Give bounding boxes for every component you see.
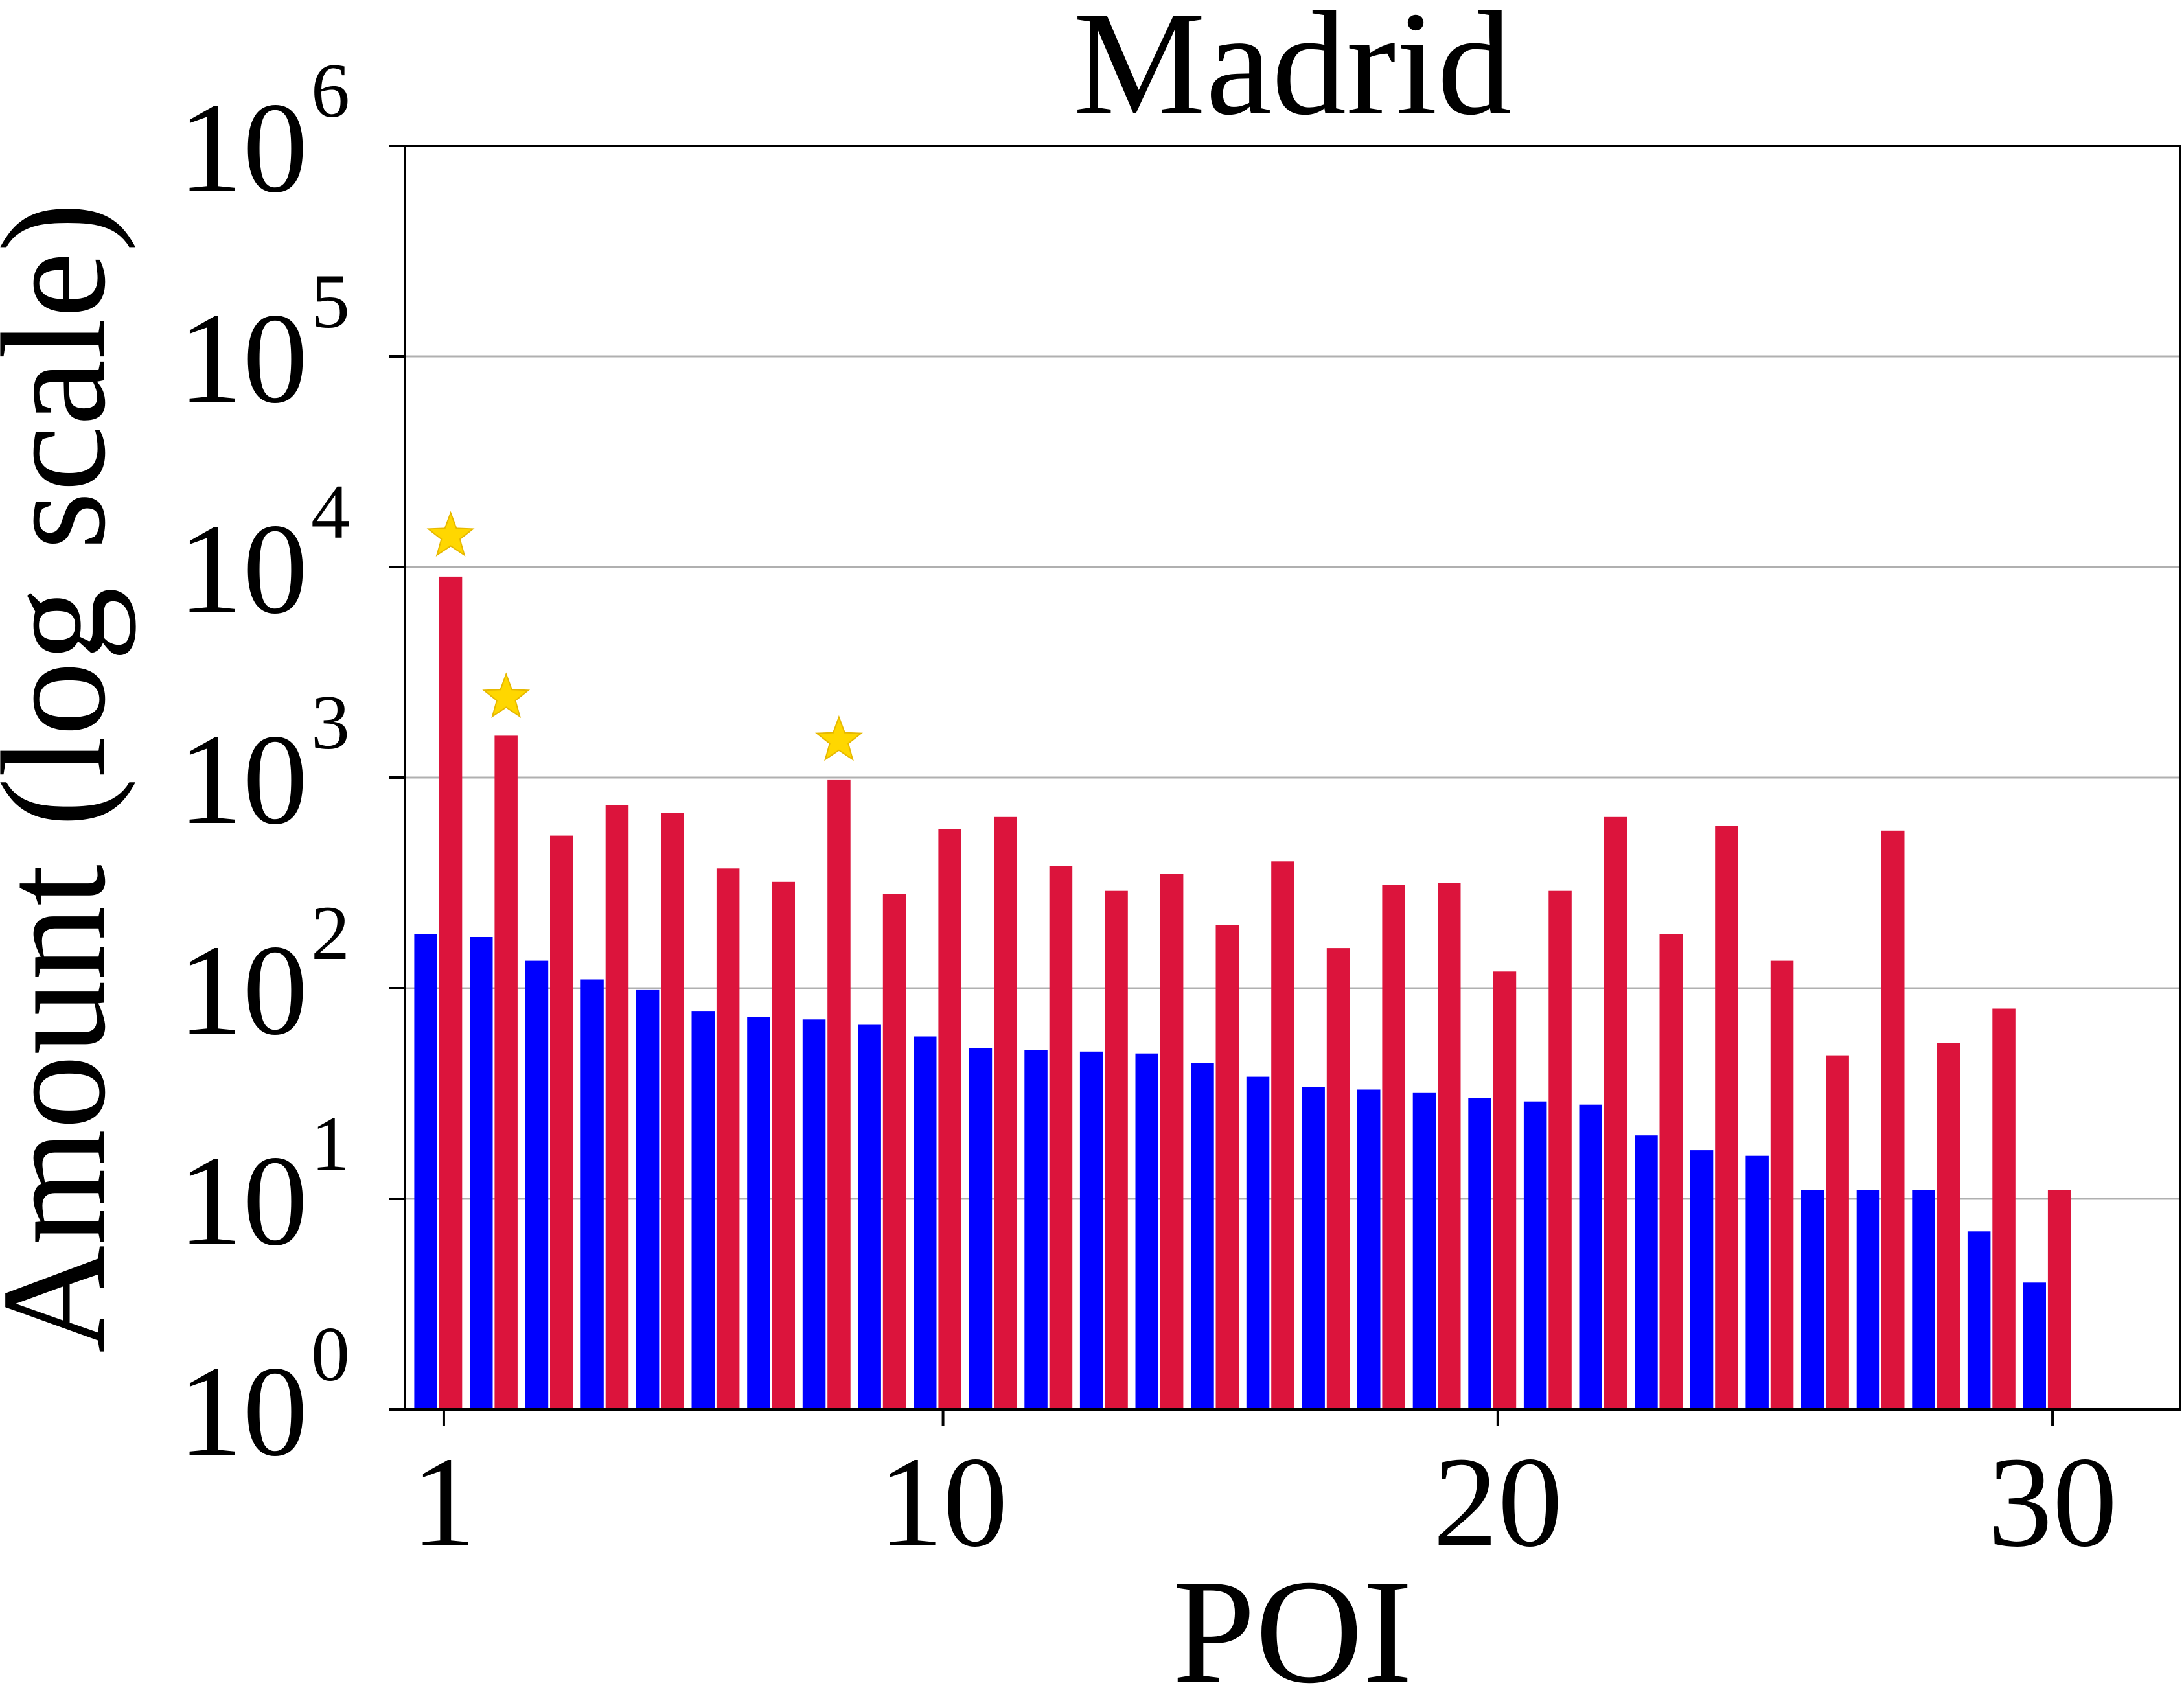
bar	[1659, 934, 1683, 1409]
y-tick-exponent: 5	[311, 258, 350, 344]
y-tick-label: 10	[178, 1340, 308, 1483]
bar	[858, 1024, 881, 1409]
bar	[1992, 1008, 2016, 1409]
bar	[1412, 1092, 1436, 1409]
y-tick-exponent: 3	[311, 679, 350, 765]
bar	[1937, 1043, 1960, 1409]
bar	[1438, 883, 1461, 1409]
y-tick-label: 10	[178, 76, 308, 220]
x-axis-ticks: 1 10 20 30	[411, 1409, 2117, 1574]
bar	[470, 937, 493, 1409]
y-tick-label: 10	[178, 287, 308, 430]
x-axis-label: POI	[1173, 1549, 1413, 1701]
bar	[2023, 1282, 2046, 1409]
bar	[827, 779, 851, 1409]
x-tick-label: 20	[1433, 1431, 1563, 1574]
bar	[1215, 925, 1239, 1409]
y-tick-exponent: 6	[311, 47, 350, 133]
bar	[969, 1048, 993, 1409]
bar	[1912, 1190, 1935, 1409]
bar	[1079, 1051, 1103, 1409]
bar	[1635, 1135, 1658, 1409]
star-marker	[482, 672, 531, 718]
bar	[1548, 890, 1572, 1409]
y-tick-label: 10	[178, 1129, 308, 1273]
bar	[661, 813, 684, 1409]
y-tick-exponent: 4	[311, 469, 350, 555]
bar	[494, 735, 518, 1409]
bar	[1191, 1063, 1214, 1409]
bar	[1523, 1101, 1547, 1409]
y-tick-exponent: 1	[311, 1100, 350, 1186]
bar	[1024, 1050, 1048, 1409]
bar	[1715, 826, 1738, 1409]
bar	[691, 1011, 715, 1409]
bar	[1160, 874, 1184, 1409]
bar	[414, 934, 437, 1409]
bar	[938, 829, 961, 1409]
bar	[1967, 1231, 1991, 1409]
x-tick-label: 10	[879, 1431, 1008, 1574]
bars	[414, 576, 2071, 1409]
bar	[1049, 866, 1073, 1409]
bar	[1105, 890, 1128, 1409]
bar	[747, 1017, 770, 1409]
y-tick-label: 10	[178, 498, 308, 641]
bar	[439, 576, 463, 1409]
x-tick-label: 1	[411, 1431, 476, 1574]
bar	[1493, 971, 1517, 1409]
bar	[605, 805, 629, 1409]
star-marker	[426, 511, 475, 557]
bar	[994, 816, 1017, 1409]
bar	[580, 979, 604, 1409]
bar	[1468, 1098, 1491, 1409]
bar	[1302, 1087, 1325, 1409]
x-tick-label: 30	[1988, 1431, 2117, 1574]
bar	[550, 835, 573, 1409]
bar	[1135, 1053, 1158, 1409]
bar	[1326, 948, 1350, 1409]
bar	[636, 989, 660, 1409]
chart-title: Madrid	[1073, 0, 1512, 146]
bar	[525, 960, 549, 1409]
y-tick-exponent: 0	[311, 1311, 350, 1397]
star-marker	[814, 715, 863, 761]
bar	[802, 1019, 826, 1409]
y-tick-exponent: 2	[311, 890, 350, 976]
bar	[1745, 1155, 1769, 1409]
bar	[2047, 1190, 2071, 1409]
bar	[1856, 1190, 1880, 1409]
star-markers	[426, 511, 863, 761]
bar	[1579, 1104, 1602, 1409]
bar	[882, 894, 906, 1409]
bar	[1604, 816, 1627, 1409]
bar	[1382, 885, 1405, 1409]
bar	[1271, 861, 1294, 1409]
bar	[716, 868, 740, 1409]
bar	[1801, 1190, 1824, 1409]
y-tick-label: 10	[178, 708, 308, 851]
bar	[1690, 1150, 1714, 1409]
bar	[1246, 1076, 1270, 1409]
bar	[1826, 1055, 1849, 1409]
y-tick-label: 10	[178, 919, 308, 1062]
bar	[772, 881, 795, 1409]
bar	[1881, 830, 1905, 1409]
bar	[1770, 960, 1794, 1409]
bar	[914, 1036, 937, 1409]
bar	[1357, 1089, 1381, 1409]
y-axis-label: Amount (log scale)	[0, 202, 136, 1353]
